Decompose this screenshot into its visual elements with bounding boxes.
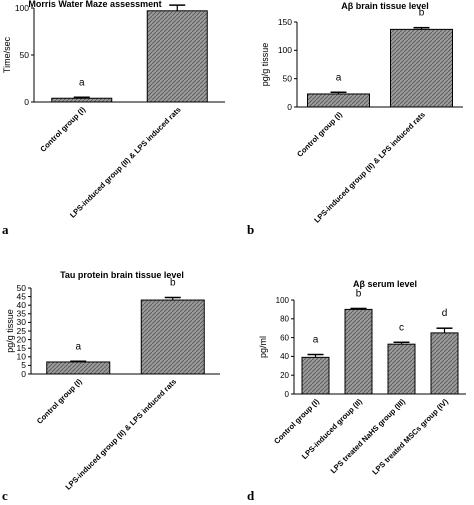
chart2-ylabel: pg/g tissue <box>260 43 270 87</box>
chart3-annotation-0: a <box>75 341 81 352</box>
chart1-title: Morris Water Maze assessment <box>28 0 161 9</box>
chart4-bar-2 <box>387 343 416 395</box>
chart2-annotation-0: a <box>336 72 342 83</box>
chart3-category-label-0: Control group (I) <box>35 377 84 426</box>
chart1-ytick-label-1: 50 <box>20 50 30 60</box>
chart3-ytick-label-6: 30 <box>17 317 27 327</box>
chart3-ytick-label-5: 25 <box>17 326 27 336</box>
chart4-bar-1 <box>344 308 373 395</box>
chart1-ytick-label-0: 0 <box>24 97 29 107</box>
chart3-ytick-label-3: 15 <box>17 343 27 353</box>
chart4-ylabel: pg/ml <box>258 336 268 358</box>
chart4-bar-0 <box>301 356 330 395</box>
chart3-ytick-label-2: 10 <box>17 352 27 362</box>
chart4-category-label-3: LPS treated MSCs group (IV) <box>370 397 450 477</box>
chart2-bar-1 <box>390 28 453 108</box>
chart2-title: Aβ brain tissue level <box>341 1 429 11</box>
chart1-ylabel: Time/sec <box>2 36 12 73</box>
chart2-ytick-label-1: 50 <box>283 73 293 83</box>
chart3-ytick-label-4: 20 <box>17 334 27 344</box>
chart2-category-label-0: Control group (I) <box>295 110 344 159</box>
panel-letter-b: b <box>247 222 255 237</box>
chart4-category-label-0: Control group (I) <box>272 397 321 446</box>
chart3-title: Tau protein brain tissue level <box>60 270 184 280</box>
chart4-annotation-2: c <box>399 322 404 333</box>
panel-letter-c: c <box>2 488 8 503</box>
chart3-ytick-label-7: 35 <box>17 309 27 319</box>
chart3-ylabel: pg/g tissue <box>5 309 15 353</box>
chart4-ytick-label-5: 100 <box>276 296 290 305</box>
chart3-ytick-label-0: 0 <box>21 369 26 379</box>
chart4-ytick-label-2: 40 <box>280 352 289 361</box>
panel-letter-d: d <box>247 488 255 503</box>
chart2-annotation-1: b <box>419 8 425 19</box>
chart2-bar-0 <box>307 93 370 108</box>
chart2-ytick-label-3: 150 <box>278 17 292 27</box>
chart4-annotation-1: b <box>356 288 362 299</box>
chart2-ytick-label-2: 100 <box>278 45 292 55</box>
chart4-annotation-3: d <box>442 308 448 319</box>
chart3-bar-1 <box>140 299 205 375</box>
chart1-annotation-0: a <box>79 77 85 88</box>
chart3-ytick-label-1: 5 <box>21 360 26 370</box>
chart1-bar-0 <box>51 97 113 103</box>
chart1-ytick-label-2: 100 <box>15 3 29 13</box>
chart3-ytick-label-9: 45 <box>17 291 27 301</box>
panel-letter-a: a <box>2 222 9 237</box>
chart1-category-label-0: Control group (I) <box>38 105 87 154</box>
chart1-bar-1 <box>146 10 208 103</box>
chart2-ytick-label-0: 0 <box>287 102 292 112</box>
chart4-title: Aβ serum level <box>353 279 417 289</box>
chart3-annotation-1: b <box>170 277 176 288</box>
chart3-category-label-1: LPS-induced group (II) & LPS induced rat… <box>64 377 179 492</box>
chart4-annotation-0: a <box>313 335 319 346</box>
chart4-ytick-label-3: 60 <box>280 333 289 342</box>
chart1-category-label-1: LPS-induced group (II) & LPS induced rat… <box>68 105 183 220</box>
chart4-ytick-label-4: 80 <box>280 315 289 324</box>
chart4-category-label-2: LPS treated NaHS group (III) <box>329 397 408 476</box>
chart4-ytick-label-1: 20 <box>280 371 289 380</box>
chart3-bar-0 <box>46 361 111 375</box>
chart4-ytick-label-0: 0 <box>285 390 290 399</box>
chart4-bar-3 <box>430 332 459 395</box>
chart3-ytick-label-10: 50 <box>17 283 27 293</box>
chart3-ytick-label-8: 40 <box>17 300 27 310</box>
